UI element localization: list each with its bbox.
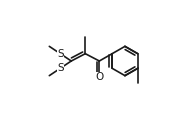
Text: S: S — [57, 63, 64, 73]
Text: O: O — [95, 72, 104, 82]
Text: S: S — [57, 49, 64, 59]
